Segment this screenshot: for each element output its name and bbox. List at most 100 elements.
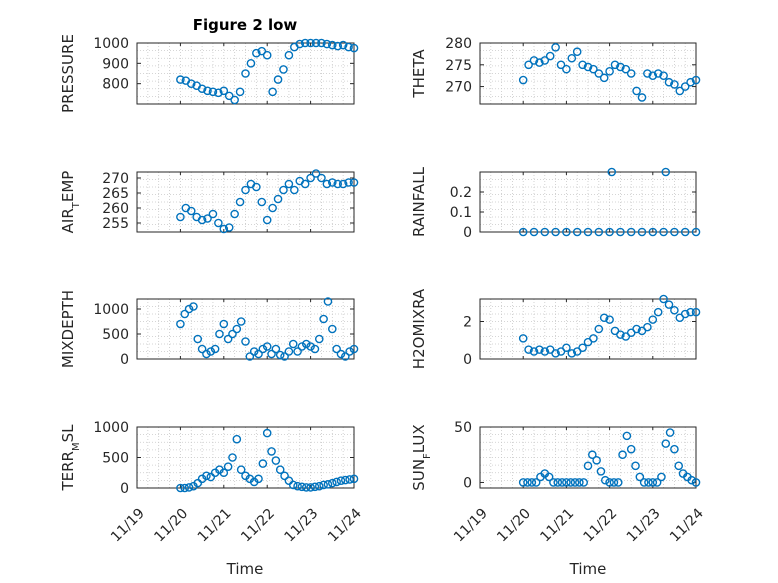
y-axis-label: MIXDEPTH xyxy=(59,290,77,368)
data-point xyxy=(202,349,211,359)
data-point xyxy=(643,322,652,332)
data-point xyxy=(262,428,272,438)
data-point xyxy=(549,478,558,487)
axes-box xyxy=(479,426,697,489)
x-axis-label-right: Time xyxy=(569,560,607,578)
series-points xyxy=(176,169,359,234)
y-axis-label: SUNFLUX xyxy=(410,424,433,490)
x-tick-label: 11/19 xyxy=(108,506,148,546)
data-point xyxy=(202,471,211,481)
data-point xyxy=(345,475,354,484)
data-point xyxy=(232,434,242,444)
data-point xyxy=(626,69,636,78)
grid xyxy=(136,299,355,359)
y-tick-label: 0 xyxy=(463,352,472,368)
data-point xyxy=(562,64,571,74)
data-point xyxy=(327,178,337,187)
data-point xyxy=(621,64,631,74)
y-axis-label: TERRMSL xyxy=(59,424,82,492)
data-point xyxy=(675,86,685,96)
data-point xyxy=(583,227,593,237)
data-point xyxy=(545,51,555,61)
y-tick-label: 0 xyxy=(120,481,129,497)
data-point xyxy=(257,197,267,207)
y-tick-label: 1000 xyxy=(93,302,129,318)
data-point xyxy=(579,478,588,487)
data-point xyxy=(639,478,649,487)
data-point xyxy=(176,319,185,329)
y-tick-label: 500 xyxy=(102,451,129,467)
data-point xyxy=(632,324,641,334)
y-axis-label: THETA xyxy=(410,49,428,99)
data-point xyxy=(273,75,283,84)
data-point xyxy=(203,86,212,96)
x-tick-label: 11/22 xyxy=(238,506,278,546)
data-point xyxy=(680,82,690,91)
y-tick-label: 500 xyxy=(102,327,129,343)
y-tick-label: 1000 xyxy=(93,36,129,52)
panel-sun_flux: 0 50 SUNFLUX 11/19 11/20 11/21 11/22 11/23 11/24 xyxy=(410,420,707,545)
data-point xyxy=(599,313,609,323)
data-point xyxy=(258,344,268,354)
data-point xyxy=(327,478,337,488)
x-tick-label: 11/20 xyxy=(494,506,534,546)
data-point xyxy=(661,439,671,448)
data-point xyxy=(589,64,598,74)
data-point xyxy=(691,478,701,487)
data-point xyxy=(652,478,662,487)
data-point xyxy=(594,69,604,78)
data-point xyxy=(293,347,302,356)
data-point xyxy=(535,345,544,354)
data-point xyxy=(670,444,679,454)
y-tick-label: 270 xyxy=(445,80,472,96)
y-tick-label: 265 xyxy=(102,186,129,202)
data-point xyxy=(186,79,196,88)
data-point xyxy=(670,305,679,315)
data-point xyxy=(643,69,652,78)
data-point xyxy=(176,212,185,222)
data-point xyxy=(622,431,632,441)
data-point xyxy=(332,477,341,487)
data-point xyxy=(664,300,674,309)
data-point xyxy=(284,179,294,189)
data-point xyxy=(252,48,261,58)
data-point xyxy=(341,352,350,361)
y-tick-label: 0.2 xyxy=(450,185,472,201)
data-point xyxy=(288,339,298,349)
data-point xyxy=(540,227,550,237)
data-point xyxy=(230,209,239,219)
data-point xyxy=(572,227,582,237)
data-point xyxy=(245,352,255,361)
data-point xyxy=(306,483,315,492)
data-point xyxy=(583,62,593,72)
data-point xyxy=(664,77,674,87)
grid xyxy=(136,43,355,104)
y-axis-label: PRESSURE xyxy=(59,34,77,113)
figure-title: Figure 2 low xyxy=(193,16,298,34)
data-point xyxy=(518,75,528,85)
data-point xyxy=(626,227,636,237)
data-point xyxy=(208,209,218,219)
data-point xyxy=(193,334,203,344)
data-point xyxy=(535,58,544,67)
y-axis-label: AIRTEMP xyxy=(59,171,82,234)
data-point xyxy=(306,342,315,351)
data-point xyxy=(279,185,288,195)
grid xyxy=(479,43,697,104)
data-point xyxy=(349,474,359,484)
data-point xyxy=(659,227,668,237)
data-point xyxy=(235,197,245,207)
data-point xyxy=(686,77,695,87)
data-point xyxy=(184,483,194,492)
data-point xyxy=(176,75,185,84)
data-point xyxy=(599,73,609,83)
data-point xyxy=(189,302,198,311)
x-tick-label: 11/24 xyxy=(667,505,707,545)
data-point xyxy=(344,42,353,52)
data-point xyxy=(648,315,658,324)
axes-box xyxy=(479,42,697,105)
data-point xyxy=(306,173,315,183)
data-point xyxy=(341,475,350,485)
data-point xyxy=(246,59,256,68)
data-point xyxy=(551,43,560,52)
